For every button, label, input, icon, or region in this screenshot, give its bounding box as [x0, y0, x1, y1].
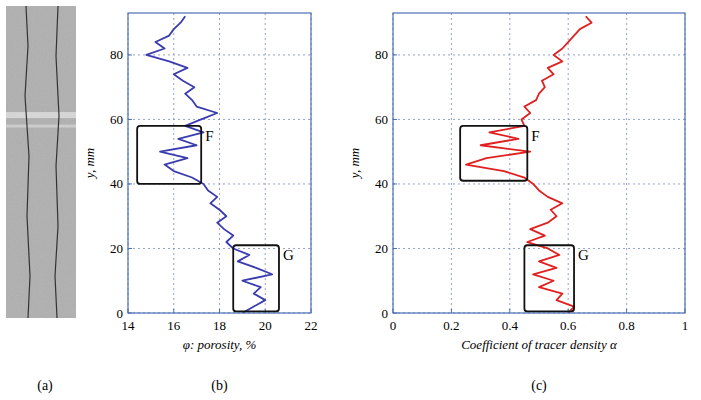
grid-line	[393, 248, 685, 249]
tick-label: 60	[110, 112, 123, 127]
panel-label: (c)	[531, 378, 547, 394]
tick	[128, 183, 132, 184]
tick-label: 1	[682, 318, 689, 333]
plot-frame	[393, 13, 685, 313]
tick-label: 22	[305, 318, 318, 333]
core-band	[6, 112, 76, 118]
highlight-box	[524, 245, 574, 311]
highlight-box	[460, 126, 527, 181]
grid-line	[393, 183, 685, 184]
data-group	[466, 16, 592, 313]
tick-label: 0.8	[618, 318, 634, 333]
tick-label: 80	[375, 47, 388, 62]
grid-line	[265, 13, 266, 313]
crack	[25, 6, 30, 318]
tick	[128, 119, 132, 120]
panel: 14 16 18 20 22 0 20 40 60 80 F Gφ: porosity, % y, mm	[82, 13, 318, 352]
tick-label: 20	[110, 241, 123, 256]
tick-label: 0	[390, 318, 397, 333]
grid-line	[393, 54, 685, 55]
panel-label: (a)	[37, 378, 53, 394]
y-axis-title: y, mm	[347, 148, 362, 180]
profile-line	[146, 16, 272, 313]
tick-label: 40	[110, 176, 123, 191]
grid-line	[393, 119, 685, 120]
profile-line	[466, 16, 592, 313]
tick	[128, 54, 132, 55]
grid-line	[509, 13, 510, 313]
plot-frame	[128, 13, 311, 313]
x-axis-title: Coefficient of tracer density α	[461, 337, 618, 352]
panel: 0 0.2 0.4 0.6 0.8 1 0 20 40 60 80 F G Coefficient of …	[347, 13, 688, 352]
data-group	[146, 16, 272, 313]
tick-label: 14	[122, 318, 136, 333]
tick-label: 0.2	[443, 318, 459, 333]
x-axis-title: φ: porosity, %	[183, 337, 257, 352]
page: {"chart_data": [ {"type": "image", "pane…	[0, 0, 701, 400]
tick	[128, 248, 132, 249]
panel-label: (b)	[211, 378, 228, 394]
tick-label: 80	[110, 47, 123, 62]
crack	[55, 6, 59, 318]
tick-label: 0.4	[502, 318, 519, 333]
highlight-box	[137, 126, 201, 184]
grid-line	[128, 54, 311, 55]
core-image	[6, 6, 76, 318]
grid-line	[568, 13, 569, 313]
plot-background	[128, 13, 311, 313]
grid-line	[626, 13, 627, 313]
tick-label: 0	[382, 306, 389, 321]
tick-label: 0.6	[560, 318, 577, 333]
box-label: G	[283, 247, 294, 263]
tick-label: 18	[213, 318, 226, 333]
tick-label: 20	[375, 241, 388, 256]
tick-label: 60	[375, 112, 388, 127]
tick-label: 20	[259, 318, 272, 333]
grid-line	[219, 13, 220, 313]
grid-line	[128, 119, 311, 120]
core-texture	[6, 6, 76, 318]
tick-label: 16	[167, 318, 181, 333]
highlight-box	[233, 245, 279, 311]
y-axis-title: y, mm	[82, 148, 97, 180]
core-band	[6, 125, 76, 128]
figure: (a) 14 16 18 20 22 0 20 40 60 80 F Gφ: porosity, % y,…	[0, 0, 701, 400]
box-label: G	[578, 247, 589, 263]
box-label: F	[531, 128, 539, 144]
core-background	[6, 6, 76, 318]
tick-label: 40	[375, 176, 388, 191]
tick-label: 0	[117, 306, 124, 321]
box-label: F	[205, 128, 213, 144]
grid-line	[451, 13, 452, 313]
plot-background	[393, 13, 685, 313]
